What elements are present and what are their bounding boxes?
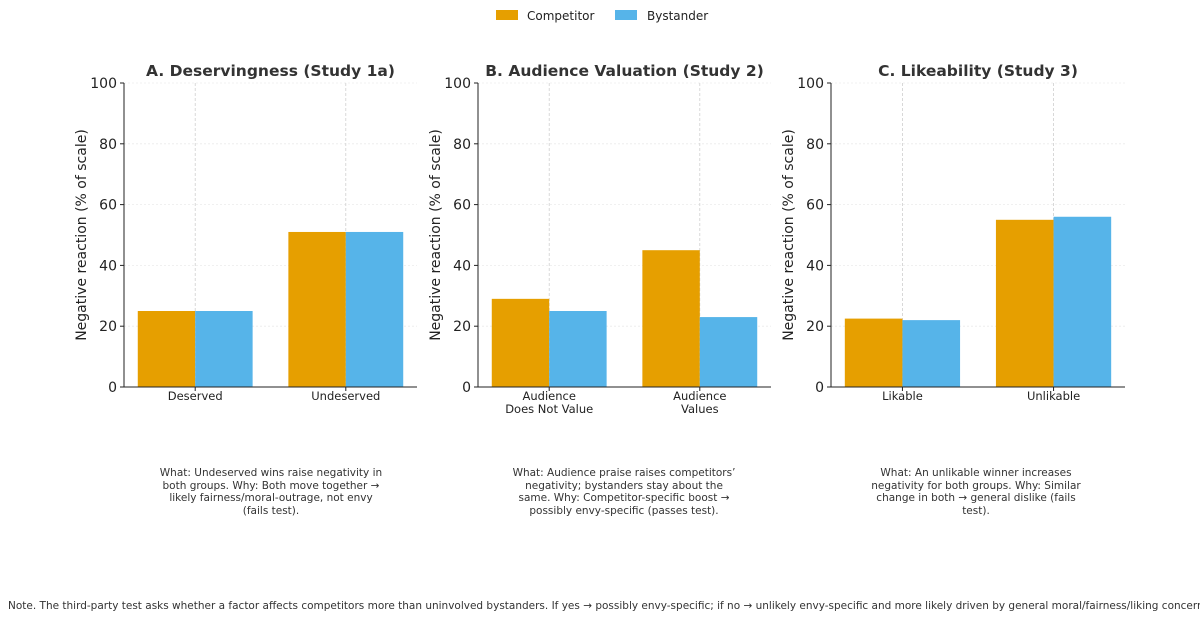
y-tick-label: 60	[99, 198, 117, 214]
y-tick-label: 0	[108, 380, 117, 396]
y-tick-label: 20	[453, 319, 471, 335]
x-tick-label: Deserved	[168, 389, 223, 403]
bar-competitor-1	[844, 318, 903, 387]
y-tick-label: 60	[453, 198, 471, 214]
y-tick-label: 80	[99, 137, 117, 153]
y-tick-label: 100	[444, 76, 471, 92]
bar-bystander-1	[195, 311, 253, 387]
x-tick-label: Audience	[673, 389, 726, 403]
chart-panel-a: 0 20 40 60 80 100 Deserved Undeserved A. Deservi…	[74, 62, 417, 403]
bar-competitor-2	[288, 231, 346, 387]
x-tick-label: Likable	[882, 389, 923, 403]
y-tick-label: 20	[806, 319, 824, 335]
legend-swatch-bystander	[615, 10, 637, 20]
bar-bystander-2	[1053, 216, 1112, 387]
y-tick-label: 40	[806, 258, 824, 274]
x-tick-label: Unlikable	[1027, 389, 1080, 403]
y-axis-label: Negative reaction (% of scale)	[74, 129, 90, 341]
bar-bystander-1	[549, 311, 607, 387]
legend: Competitor Bystander	[496, 9, 708, 23]
footnote: Note. The third-party test asks whether …	[8, 600, 1200, 612]
y-tick-label: 100	[797, 76, 824, 92]
x-tick-label: Audience	[522, 389, 575, 403]
chart-title: B. Audience Valuation (Study 2)	[485, 62, 764, 80]
bar-bystander-1	[902, 320, 961, 387]
y-tick-label: 40	[453, 258, 471, 274]
caption-panel-c: What: An unlikable winner increases nega…	[871, 467, 1081, 517]
chart-title: C. Likeability (Study 3)	[878, 62, 1078, 80]
bar-competitor-1	[137, 311, 196, 387]
bar-bystander-2	[699, 317, 758, 387]
y-axis-label: Negative reaction (% of scale)	[428, 129, 444, 341]
legend-label-competitor: Competitor	[527, 9, 594, 23]
bar-competitor-2	[995, 219, 1054, 387]
y-tick-label: 0	[462, 380, 471, 396]
y-tick-label: 80	[453, 137, 471, 153]
x-tick-label: Values	[681, 402, 719, 416]
y-tick-label: 100	[90, 76, 117, 92]
y-tick-label: 0	[815, 380, 824, 396]
y-tick-label: 40	[99, 258, 117, 274]
y-axis-label: Negative reaction (% of scale)	[781, 129, 797, 341]
bar-bystander-2	[345, 231, 404, 387]
y-tick-label: 80	[806, 137, 824, 153]
chart-title: A. Deservingness (Study 1a)	[146, 62, 395, 80]
x-tick-label: Does Not Value	[505, 402, 593, 416]
legend-swatch-competitor	[496, 10, 518, 20]
caption-panel-a: What: Undeserved wins raise negativity i…	[159, 467, 383, 517]
chart-panel-c: 0 20 40 60 80 100 Likable Unlikable C. Likeabili…	[781, 62, 1125, 403]
y-tick-label: 60	[806, 198, 824, 214]
x-tick-label: Undeserved	[311, 389, 380, 403]
legend-label-bystander: Bystander	[647, 9, 708, 23]
bar-competitor-2	[642, 250, 700, 387]
bar-competitor-1	[491, 298, 550, 387]
caption-panel-b: What: Audience praise raises competitors…	[512, 467, 736, 517]
y-tick-label: 20	[99, 319, 117, 335]
